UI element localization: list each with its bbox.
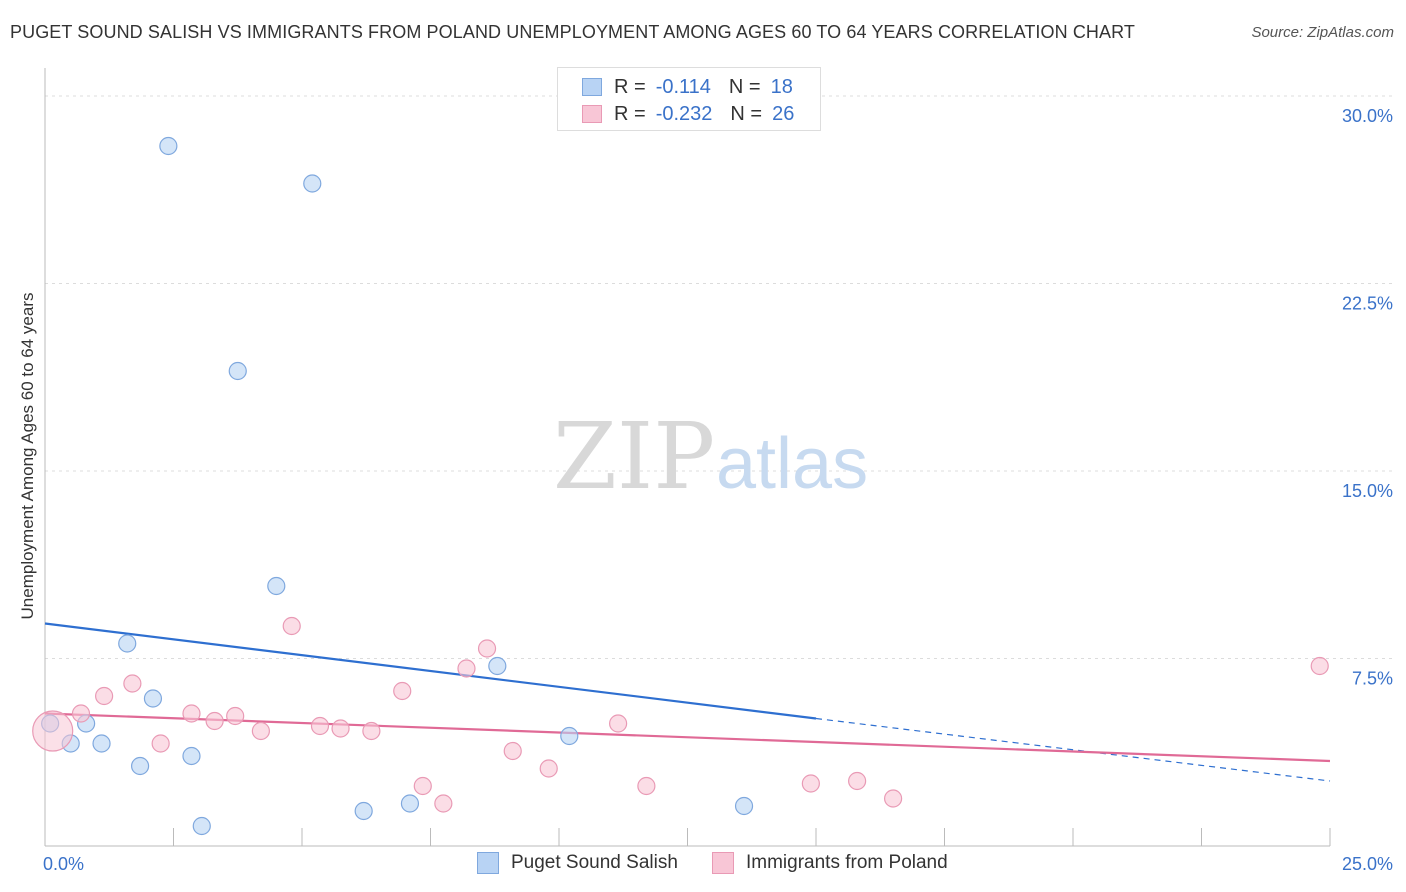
stats-row-salish: R = -0.114 N = 18 (582, 74, 793, 100)
y-tick-label: 7.5% (1352, 669, 1393, 689)
data-point (71, 704, 91, 723)
trend-line (44, 712, 1331, 763)
data-point (477, 639, 497, 658)
data-point (303, 174, 322, 193)
data-point (637, 776, 656, 796)
r-label: R = (614, 75, 646, 98)
data-point (118, 634, 137, 653)
x-tick-label: 25.0% (1342, 854, 1393, 874)
legend-swatch-salish (477, 852, 499, 874)
r-value: -0.114 (655, 75, 711, 98)
n-value: 18 (770, 75, 793, 98)
data-point (883, 789, 903, 808)
data-point (609, 714, 628, 733)
data-point (457, 659, 476, 678)
data-point (228, 361, 247, 381)
watermark-zip: ZIP (553, 403, 715, 510)
watermark: ZIP atlas (553, 403, 868, 510)
legend-swatch-poland (712, 852, 734, 874)
data-point (400, 794, 420, 813)
data-point (434, 794, 453, 813)
data-point (182, 746, 201, 766)
salish-swatch (582, 78, 602, 96)
data-point (226, 706, 245, 726)
legend-label-salish: Puget Sound Salish (511, 852, 678, 873)
data-point (734, 796, 754, 816)
data-point (151, 734, 170, 753)
tick-labels: 7.5% 15.0% 22.5% 30.0% 0.0% 25.0% (43, 106, 1393, 874)
n-value: 26 (772, 102, 795, 125)
data-point (143, 689, 163, 708)
data-point (123, 674, 142, 693)
watermark-atlas: atlas (716, 424, 868, 504)
y-tick-label: 30.0% (1342, 106, 1393, 126)
stats-row-poland: R = -0.232 N = 26 (582, 101, 794, 127)
data-point (267, 576, 286, 596)
source-label: Source: ZipAtlas.com (1251, 24, 1394, 41)
data-point (159, 136, 178, 156)
data-point (560, 726, 579, 746)
data-point (393, 681, 412, 701)
data-point (182, 704, 201, 723)
r-value: -0.232 (655, 102, 713, 125)
data-point (251, 721, 270, 741)
data-point (1310, 656, 1329, 676)
data-point (488, 656, 507, 676)
data-point (801, 774, 820, 793)
data-point (413, 776, 432, 796)
data-point (192, 816, 211, 836)
data-point (503, 741, 522, 761)
data-point (331, 719, 350, 738)
data-point (95, 686, 114, 706)
y-tick-label: 22.5% (1342, 294, 1393, 314)
data-point (539, 759, 558, 778)
data-point (848, 771, 867, 791)
trend-line-extension (815, 717, 1331, 782)
poland-swatch (582, 105, 602, 123)
y-tick-label: 15.0% (1342, 481, 1393, 501)
data-point (310, 716, 330, 736)
data-point (362, 721, 381, 741)
chart-title: PUGET SOUND SALISH VS IMMIGRANTS FROM PO… (10, 22, 1136, 42)
legend-item-poland[interactable]: Immigrants from Poland (712, 852, 948, 874)
data-points (32, 136, 1329, 836)
trend-line (44, 622, 817, 720)
n-label: N = (728, 75, 761, 98)
data-point (205, 711, 224, 731)
n-label: N = (730, 102, 763, 125)
data-point (92, 734, 111, 753)
x-tick-label: 0.0% (43, 854, 84, 874)
trend-lines (44, 622, 1331, 782)
data-point (282, 616, 301, 636)
legend-item-salish[interactable]: Puget Sound Salish (477, 852, 678, 874)
data-point (32, 710, 74, 752)
data-point (354, 801, 373, 821)
r-label: R = (614, 102, 646, 125)
legend-label-poland: Immigrants from Poland (746, 852, 948, 873)
stats-box: R = -0.114 N = 18 R = -0.232 N = 26 (557, 67, 821, 131)
data-point (130, 756, 150, 776)
gridlines (45, 95, 1394, 659)
